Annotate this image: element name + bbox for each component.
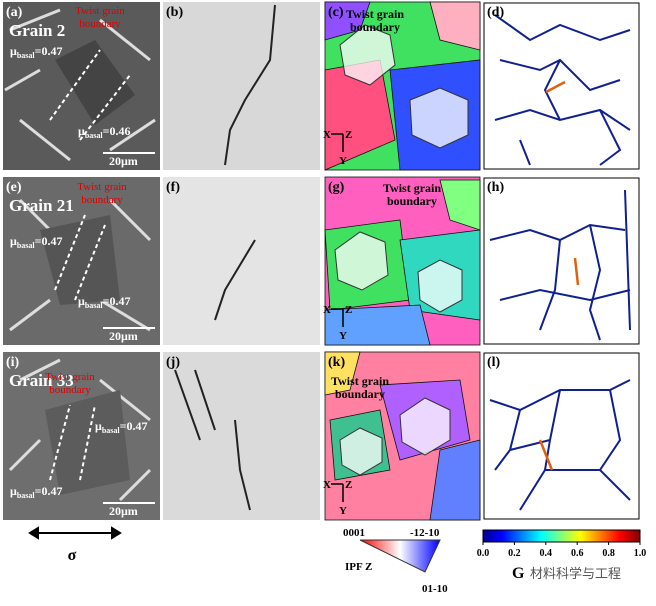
tick-label: 0.6 (571, 548, 584, 559)
panel-label: (i) (6, 355, 20, 370)
bse-image (163, 2, 320, 170)
boundary-map (483, 2, 640, 520)
bse-image (163, 352, 320, 520)
panel-label: (e) (6, 180, 22, 195)
boundary-label: Twist grain (75, 5, 125, 17)
mu-symbol: μ (78, 294, 85, 308)
panel-label: (l) (487, 355, 501, 370)
grain (40, 215, 120, 305)
axis-label: Z (345, 479, 352, 491)
stress-arrow (28, 526, 122, 540)
scale-label: 20μm (109, 504, 138, 518)
panel-label: (j) (166, 355, 180, 370)
grain-label: Grain 33 (9, 371, 74, 390)
grain (55, 40, 135, 125)
mu-symbol: μ (95, 419, 102, 433)
mu-value: =0.47 (120, 419, 148, 433)
axis-label: Z (345, 304, 352, 316)
axis-label: Y (339, 155, 347, 167)
images (3, 1, 641, 573)
stress-label: σ (68, 547, 77, 564)
panel-label: (f) (166, 180, 180, 195)
mu-symbol: μ (10, 484, 17, 498)
panel-label: (c) (328, 5, 344, 20)
dashed-box (49, 49, 131, 481)
watermark: 材料科学与工程 (530, 566, 621, 582)
mu-label: μbasal=0.47 (78, 294, 130, 310)
colorbar-label: G (512, 565, 525, 582)
hcp-cell (334, 24, 469, 476)
tick-label: 0.2 (508, 548, 521, 559)
panel-label: (k) (328, 355, 345, 370)
mu-sub: basal (85, 301, 104, 310)
mu-value: =0.47 (35, 44, 63, 58)
mu-sub: basal (85, 131, 104, 140)
scale-label: 20μm (109, 329, 138, 343)
axis-label: Y (339, 330, 347, 342)
tick-label: 0.8 (602, 548, 615, 559)
mu-label: μbasal=0.47 (10, 234, 62, 250)
boundary-label: Twist grain (331, 374, 389, 388)
panel-label: (b) (166, 5, 183, 20)
mu-value: =0.47 (103, 294, 131, 308)
mu-label: μbasal=0.46 (78, 124, 130, 140)
axis-label: Z (345, 129, 352, 141)
tick-label: 1.0 (634, 548, 647, 559)
grain-boundary (489, 14, 631, 511)
axis-label: X (323, 479, 331, 491)
panel-label: (a) (6, 5, 23, 20)
tick-label: 0.0 (477, 548, 490, 559)
mu-sub: basal (102, 426, 121, 435)
mu-value: =0.46 (103, 124, 131, 138)
mu-symbol: μ (10, 234, 17, 248)
boundary-label: Twist grain (45, 371, 95, 383)
ipf-label: 0001 (343, 527, 365, 539)
axis-arrows (331, 483, 344, 502)
colorbar (482, 529, 641, 543)
mu-label: μbasal=0.47 (10, 44, 62, 60)
axis-arrows (331, 308, 344, 327)
ipf-label: 01-10 (422, 583, 448, 595)
boundary-label: boundary (387, 194, 437, 208)
mu-symbol: μ (10, 44, 17, 58)
mu-label: μbasal=0.47 (95, 419, 147, 435)
mu-value: =0.47 (35, 234, 63, 248)
boundary-label: boundary (81, 194, 123, 206)
boundary-label: boundary (49, 384, 91, 396)
axis-label: X (323, 304, 331, 316)
ipf-title: IPF Z (345, 561, 372, 573)
boundary-label: Twist grain (346, 7, 404, 21)
boundary-label: boundary (79, 18, 121, 30)
ipf-label: -12-10 (410, 527, 440, 539)
axis-label: X (323, 129, 331, 141)
mu-value: =0.47 (35, 484, 63, 498)
mu-sub: basal (17, 51, 36, 60)
boundary-label: boundary (335, 387, 385, 401)
axis-label: Y (339, 505, 347, 517)
panel-label: (h) (487, 180, 504, 195)
panel-label: (d) (487, 5, 504, 20)
crack (174, 4, 276, 511)
boundary-label: Twist grain (77, 181, 127, 193)
boundary-label: boundary (350, 20, 400, 34)
texture (4, 8, 156, 502)
scale-label: 20μm (109, 154, 138, 168)
panel-label: (g) (328, 180, 345, 195)
twist-boundary (538, 80, 580, 471)
ipf-key (359, 539, 441, 573)
mu-sub: basal (17, 241, 36, 250)
mu-sub: basal (17, 491, 36, 500)
axis-arrows (331, 133, 344, 152)
grain-label: Grain 21 (9, 196, 74, 215)
boundary-label: Twist grain (383, 181, 441, 195)
grain-label: Grain 2 (9, 21, 65, 40)
mu-label: μbasal=0.47 (10, 484, 62, 500)
tick-label: 0.4 (540, 548, 553, 559)
mu-symbol: μ (78, 124, 85, 138)
